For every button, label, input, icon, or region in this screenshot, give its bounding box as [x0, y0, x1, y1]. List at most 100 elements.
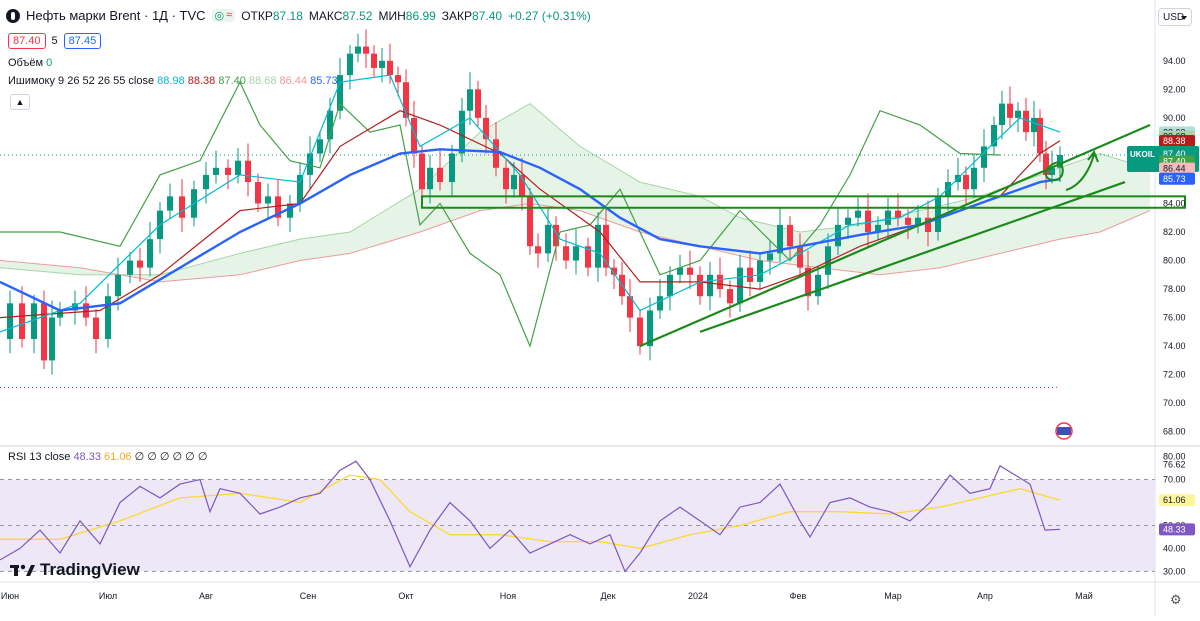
ichimoku-span-b-line [0, 202, 1151, 283]
volume-legend[interactable]: Объём 0 [8, 57, 52, 69]
ask-button[interactable]: 87.45 [63, 33, 102, 49]
time-tick-label: Мар [884, 591, 902, 601]
candle-body [387, 60, 393, 76]
candle-body [475, 89, 481, 118]
candle-body [467, 89, 473, 111]
candle-body [493, 139, 499, 168]
price-tick-label: 74.00 [1163, 341, 1186, 351]
candle-body [245, 160, 251, 183]
candle-body [93, 317, 99, 339]
candle-body [179, 196, 185, 218]
candle-body [317, 139, 323, 154]
candle-body [395, 75, 401, 83]
price-label-bg [1159, 162, 1195, 175]
currency-select[interactable]: USD [1158, 8, 1192, 26]
candle-body [503, 167, 509, 190]
candle-body [865, 210, 871, 232]
spread-value: 5 [51, 35, 58, 47]
low-label: МИН [378, 8, 406, 23]
candle-body [213, 167, 219, 175]
candle-body [437, 167, 443, 183]
candle-body [767, 253, 773, 261]
candle-body [805, 267, 811, 297]
candle-body [545, 224, 551, 254]
candle-body [235, 160, 241, 175]
rsi-line [0, 460, 1061, 573]
candle-body [657, 296, 663, 311]
status-pill[interactable]: ◎ ≈ [211, 9, 236, 22]
candle-body [945, 182, 951, 197]
candle-body [1057, 154, 1063, 168]
candle-body [815, 274, 821, 297]
candle-body [1023, 110, 1029, 133]
ichimoku-value-tenkan: 88.98 [157, 75, 185, 87]
tradingview-logo: TradingView [10, 560, 140, 580]
candle-body [935, 196, 941, 232]
rsi-ma-line [0, 474, 1061, 550]
close-value: 87.40 [472, 8, 503, 23]
ichimoku-cloud [0, 103, 1150, 282]
rsi-tick-label: 76.62 [1163, 459, 1186, 469]
candle-body [427, 167, 433, 190]
candle-body [511, 174, 517, 190]
candle-body [275, 196, 281, 218]
candle-body [585, 246, 591, 268]
price-tick-label: 78.00 [1163, 284, 1186, 294]
candle-body [105, 296, 111, 339]
symbol-title[interactable]: Нефть марки Brent · 1Д · TVC [26, 8, 206, 23]
symbol-label: UKOIL [1130, 150, 1155, 159]
candle-body [147, 239, 153, 268]
high-label: МАКС [308, 8, 343, 23]
hand-drawn-arrow [1065, 149, 1099, 191]
time-tick-label: Апр [977, 591, 993, 601]
price-label: 86.44 [1163, 164, 1186, 174]
ichimoku-chikou-line [0, 80, 1001, 348]
candle-body [449, 153, 455, 183]
bid-button[interactable]: 87.40 [8, 33, 46, 49]
candle-body [167, 196, 173, 211]
candle-body [337, 75, 343, 111]
time-tick-label: Сен [300, 591, 317, 601]
low-value: 86.99 [405, 8, 436, 23]
price-label: 85.73 [1163, 174, 1186, 184]
price-label: 88.38 [1163, 136, 1186, 146]
volume-label: Объём [8, 57, 44, 69]
candle-body [1043, 153, 1049, 175]
candle-body [347, 53, 353, 76]
ichimoku-value-span-b: 86.44 [279, 75, 308, 87]
candle-body [41, 303, 47, 361]
candle-body [885, 210, 891, 225]
candle-body [527, 196, 533, 247]
candle-body [7, 303, 13, 339]
candle-body [31, 303, 37, 339]
candle-body [925, 217, 931, 232]
time-tick-label: Июл [99, 591, 117, 601]
rsi-tick-label: 70.00 [1163, 475, 1186, 485]
collapse-legend-button[interactable]: ▲ [10, 94, 30, 110]
volume-value: 0 [46, 57, 53, 69]
rsi-legend[interactable]: RSI 13 close 48.33 61.06 ∅ ∅ ∅ ∅ ∅ ∅ [8, 450, 207, 463]
candle-body [905, 217, 911, 225]
candle-body [483, 117, 489, 140]
market-status-icon: ◎ [214, 10, 225, 22]
ichimoku-legend[interactable]: Ишимоку 9 26 52 26 55 close 88.98 88.38 … [8, 75, 338, 87]
candle-body [297, 174, 303, 204]
candle-body [845, 217, 851, 225]
candle-body [627, 296, 633, 318]
candle-body [327, 110, 333, 140]
candle-body [963, 174, 969, 190]
candle-body [1007, 103, 1013, 118]
price-tick-label: 70.00 [1163, 398, 1186, 408]
settings-gear-icon[interactable]: ⚙ [1170, 592, 1182, 607]
candle-body [371, 53, 377, 68]
candle-body [835, 224, 841, 247]
candle-body [83, 303, 89, 318]
time-tick-label: Май [1075, 591, 1093, 601]
price-tick-label: 94.00 [1163, 56, 1186, 66]
candle-body [1015, 110, 1021, 118]
candle-body [797, 246, 803, 268]
event-flag-icon-inner [1057, 427, 1071, 435]
candle-body [363, 46, 369, 54]
